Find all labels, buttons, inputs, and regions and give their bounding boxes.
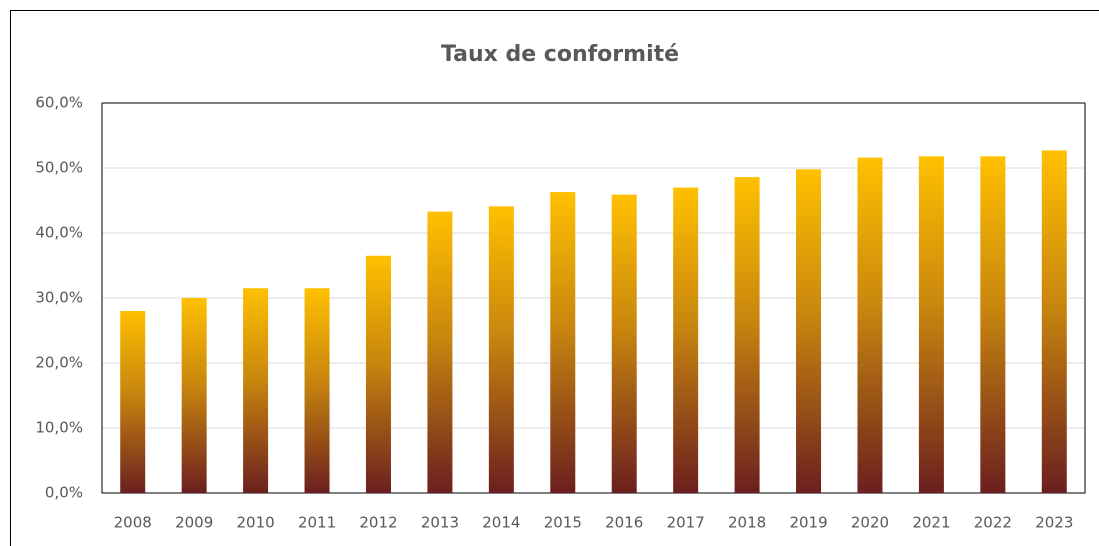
bar xyxy=(181,298,207,493)
chart-title: Taux de conformité xyxy=(441,42,679,67)
bar xyxy=(857,157,883,493)
bar xyxy=(243,288,269,493)
bar xyxy=(980,156,1006,494)
y-tick-label: 30,0% xyxy=(35,289,83,307)
bar xyxy=(611,194,637,493)
x-tick-label: 2012 xyxy=(359,514,397,532)
x-tick-label: 2015 xyxy=(544,514,582,532)
bar xyxy=(365,255,391,493)
y-tick-label: 0,0% xyxy=(45,484,83,502)
bar xyxy=(550,192,576,494)
bar xyxy=(488,206,514,493)
bar xyxy=(918,156,944,494)
bar xyxy=(673,187,699,493)
x-tick-label: 2009 xyxy=(175,514,213,532)
x-tick-label: 2011 xyxy=(298,514,336,532)
x-tick-label: 2017 xyxy=(667,514,705,532)
bar xyxy=(796,169,822,494)
y-tick-label: 10,0% xyxy=(35,419,83,437)
x-tick-label: 2018 xyxy=(728,514,766,532)
bar xyxy=(304,288,330,493)
bar xyxy=(1041,150,1067,493)
x-tick-label: 2019 xyxy=(789,514,827,532)
y-tick-label: 50,0% xyxy=(35,159,83,177)
x-tick-label: 2008 xyxy=(114,514,152,532)
bar xyxy=(427,211,453,494)
x-tick-label: 2010 xyxy=(237,514,275,532)
x-tick-label: 2016 xyxy=(605,514,643,532)
plot-area-border xyxy=(101,102,1086,494)
x-tick-label: 2022 xyxy=(974,514,1012,532)
bar xyxy=(120,311,146,493)
y-tick-label: 20,0% xyxy=(35,354,83,372)
x-tick-label: 2023 xyxy=(1035,514,1073,532)
y-tick-label: 60,0% xyxy=(35,94,83,112)
x-tick-label: 2014 xyxy=(482,514,520,532)
y-tick-label: 40,0% xyxy=(35,224,83,242)
x-tick-label: 2013 xyxy=(421,514,459,532)
bar xyxy=(734,177,760,493)
x-tick-label: 2021 xyxy=(912,514,950,532)
x-tick-label: 2020 xyxy=(851,514,889,532)
